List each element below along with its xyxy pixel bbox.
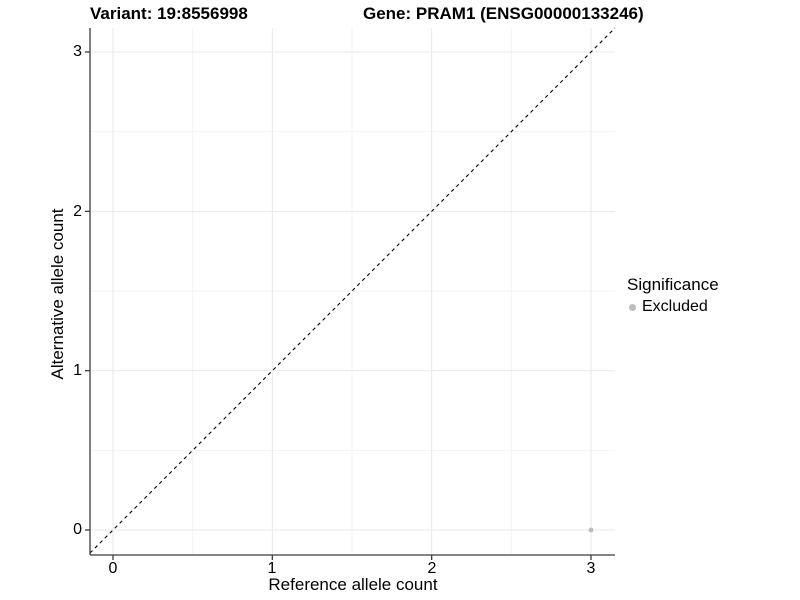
x-axis-title: Reference allele count — [268, 575, 438, 594]
legend-point-icon — [629, 303, 636, 311]
plot-title-variant: Variant: 19:8556998 — [90, 4, 248, 23]
legend: Significance Excluded — [627, 275, 797, 316]
x-tick-label-2: 2 — [427, 560, 437, 577]
y-axis-title: Alternative allele count — [48, 208, 67, 380]
x-tick-label-0: 0 — [108, 560, 118, 577]
legend-item-label: Excluded — [642, 298, 708, 315]
legend-title: Significance — [627, 275, 719, 294]
y-tick-label-3: 3 — [73, 43, 82, 60]
plot-title-gene: Gene: PRAM1 (ENSG00000133246) — [363, 4, 644, 23]
y-tick-label-2: 2 — [73, 203, 82, 220]
x-tick-label-3: 3 — [586, 560, 596, 577]
legend-item-excluded: Excluded — [627, 298, 797, 316]
y-tick-label-1: 1 — [73, 362, 82, 379]
x-tick-label-1: 1 — [267, 560, 277, 577]
y-tick-label-0: 0 — [73, 521, 82, 538]
